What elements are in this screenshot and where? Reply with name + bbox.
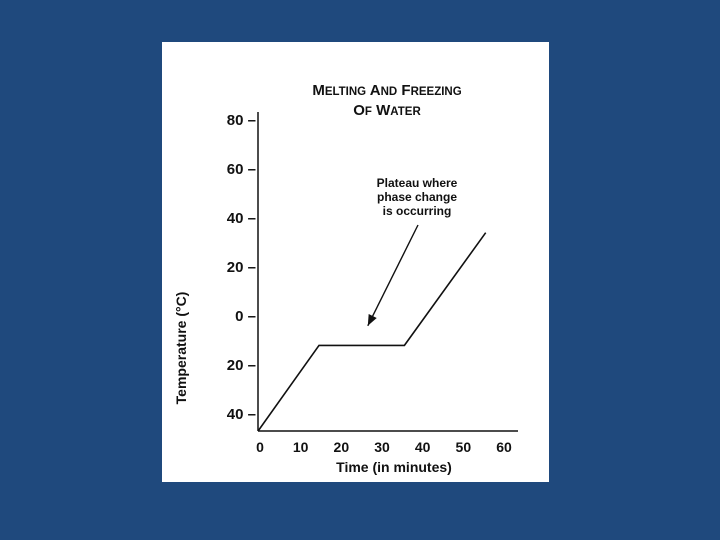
- x-tick-label: 50: [456, 439, 472, 455]
- y-tick-label: 40 –: [227, 210, 256, 227]
- annotation-line: phase change: [377, 190, 457, 204]
- x-axis-label: Time (in minutes): [336, 459, 452, 475]
- y-axis-label: Temperature (°C): [173, 292, 189, 405]
- annotation-arrow-head: [367, 313, 377, 326]
- chart-title-line-2: OF WATER: [353, 102, 421, 119]
- y-tick-label: 0 –: [235, 308, 256, 325]
- x-tick-label: 60: [496, 439, 512, 455]
- annotation-arrow: [367, 224, 419, 327]
- y-tick-label: 80 –: [227, 112, 256, 129]
- chart: MELTING AND FREEZING OF WATER Temperatur…: [173, 82, 518, 475]
- x-tick-label: 20: [334, 439, 350, 455]
- annotation-line: Plateau where: [377, 176, 458, 190]
- x-tick-label: 30: [374, 439, 390, 455]
- x-tick-label: 10: [293, 439, 309, 455]
- chart-card: MELTING AND FREEZING OF WATER Temperatur…: [162, 42, 549, 482]
- temperature-line: [257, 232, 487, 432]
- chart-title-line-1: MELTING AND FREEZING: [312, 82, 461, 99]
- x-tick-label: 0: [256, 439, 264, 455]
- y-tick-label: 20 –: [227, 259, 256, 276]
- annotation-line: is occurring: [383, 204, 452, 218]
- x-tick-label: 40: [415, 439, 431, 455]
- y-tick-label: 60 –: [227, 161, 256, 178]
- y-tick-labels: 80 – 60 – 40 – 20 – 0 – 20 – 40 –: [227, 112, 256, 423]
- y-tick-label: 20 –: [227, 357, 256, 374]
- x-tick-labels: 0 10 20 30 40 50 60: [256, 439, 512, 455]
- y-tick-label: 40 –: [227, 406, 256, 423]
